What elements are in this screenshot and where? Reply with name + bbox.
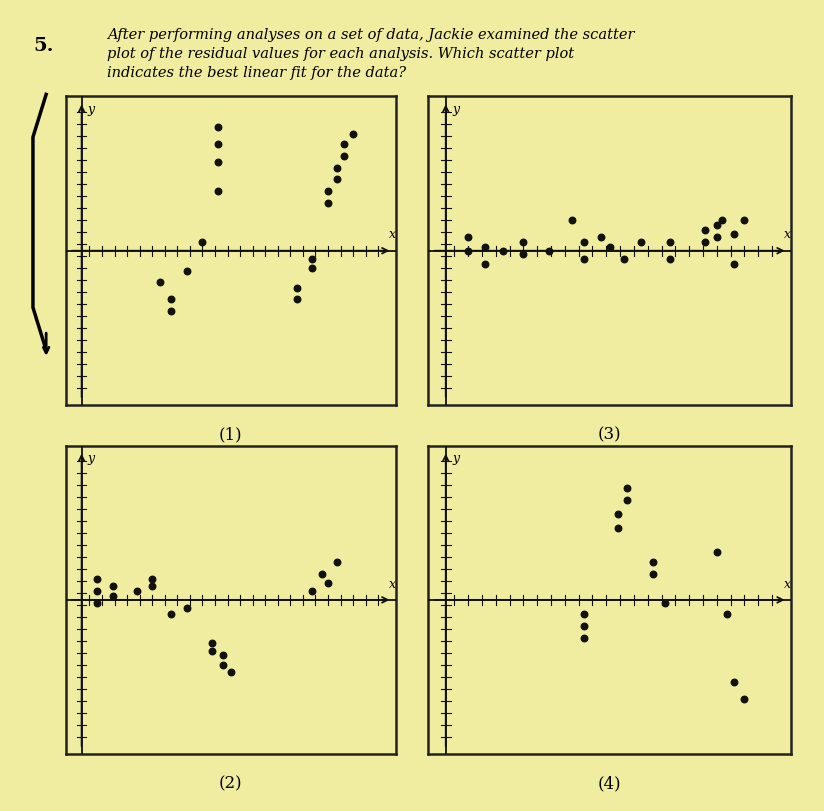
Point <box>646 556 659 569</box>
Point <box>578 631 591 644</box>
Text: 5.: 5. <box>33 36 54 54</box>
Point <box>331 163 344 176</box>
Point <box>306 585 319 598</box>
Text: y: y <box>452 102 460 115</box>
Point <box>347 128 360 141</box>
Point <box>595 231 608 244</box>
Point <box>715 214 728 227</box>
Text: y: y <box>452 451 460 464</box>
Text: After performing analyses on a set of data, Jackie examined the scatter: After performing analyses on a set of da… <box>107 28 634 42</box>
Point <box>321 185 335 198</box>
Point <box>306 254 319 267</box>
Text: (4): (4) <box>598 775 621 792</box>
Point <box>737 214 751 227</box>
Point <box>306 262 319 275</box>
Point <box>461 231 475 244</box>
Point <box>728 676 741 689</box>
Point <box>710 231 723 244</box>
Point <box>205 645 218 658</box>
Point <box>212 156 225 169</box>
Point <box>106 580 119 593</box>
Point <box>216 659 229 672</box>
Point <box>337 139 350 152</box>
Point <box>611 521 625 534</box>
Point <box>196 236 209 249</box>
Point <box>461 245 475 258</box>
Point <box>698 236 711 249</box>
Point <box>479 242 492 255</box>
Point <box>212 185 225 198</box>
Point <box>710 546 723 559</box>
Point <box>216 649 229 662</box>
Point <box>578 607 591 620</box>
Text: plot of the residual values for each analysis. Which scatter plot: plot of the residual values for each ana… <box>107 47 574 61</box>
Point <box>146 580 159 593</box>
Point <box>658 597 672 610</box>
Point <box>91 585 104 598</box>
Point <box>620 483 634 496</box>
Point <box>321 577 335 590</box>
Point <box>337 151 350 164</box>
Point <box>578 620 591 633</box>
Text: y: y <box>88 451 95 464</box>
Point <box>479 259 492 272</box>
Point <box>212 139 225 152</box>
Text: (1): (1) <box>219 426 242 443</box>
Point <box>611 508 625 521</box>
Point <box>698 225 711 238</box>
Point <box>517 248 530 261</box>
Point <box>165 293 178 306</box>
Point <box>737 693 751 706</box>
Point <box>603 242 616 255</box>
Point <box>663 236 677 249</box>
Point <box>146 573 159 586</box>
Point <box>728 228 741 241</box>
Point <box>290 293 303 306</box>
Point <box>710 219 723 232</box>
Point <box>517 236 530 249</box>
Point <box>620 495 634 508</box>
Point <box>315 568 328 581</box>
Text: (3): (3) <box>598 426 621 443</box>
Point <box>578 236 591 249</box>
Point <box>331 556 344 569</box>
Point <box>180 603 194 616</box>
Point <box>617 254 630 267</box>
Point <box>180 265 194 278</box>
Point <box>565 214 578 227</box>
Point <box>634 236 648 249</box>
Point <box>165 607 178 620</box>
Point <box>331 173 344 186</box>
Point <box>91 573 104 586</box>
Text: indicates the best linear fit for the data?: indicates the best linear fit for the da… <box>107 66 406 79</box>
Point <box>153 276 166 289</box>
Point <box>578 254 591 267</box>
Point <box>646 568 659 581</box>
Point <box>224 666 237 679</box>
Point <box>205 637 218 650</box>
Point <box>543 245 556 258</box>
Point <box>212 122 225 135</box>
Text: x: x <box>784 228 791 241</box>
Point <box>106 590 119 603</box>
Text: x: x <box>784 577 791 590</box>
Text: x: x <box>389 577 396 590</box>
Text: (2): (2) <box>219 775 242 792</box>
Point <box>290 282 303 295</box>
Text: y: y <box>88 102 95 115</box>
Point <box>165 305 178 318</box>
Point <box>728 259 741 272</box>
Text: x: x <box>389 228 396 241</box>
Point <box>720 607 733 620</box>
Point <box>130 585 143 598</box>
Point <box>496 245 509 258</box>
Point <box>663 254 677 267</box>
Point <box>321 197 335 210</box>
Point <box>91 597 104 610</box>
